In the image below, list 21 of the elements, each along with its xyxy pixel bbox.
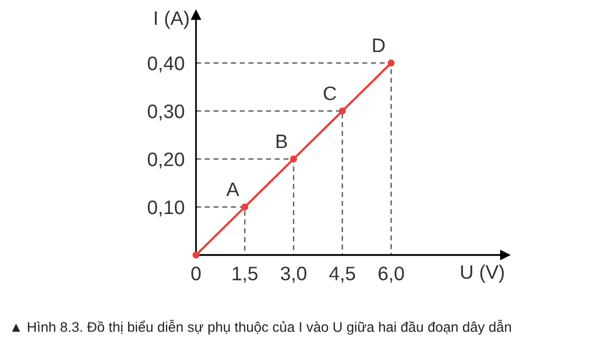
- point: [241, 204, 248, 210]
- x-tick-label: 0: [191, 266, 201, 280]
- y-tick-label: 0,30: [148, 104, 184, 121]
- point: [388, 60, 395, 66]
- x-tick-label: 3,0: [280, 266, 306, 283]
- y-tick-label: 0,20: [148, 152, 184, 169]
- point: [192, 252, 200, 258]
- x-tick-label: 1,5: [232, 266, 258, 283]
- annotation: B: [276, 134, 287, 148]
- y-axis-title: I (A): [154, 10, 189, 29]
- x-axis-title: U (V): [461, 264, 504, 283]
- point: [290, 156, 298, 162]
- y-tick-label: 0,40: [148, 56, 184, 73]
- x-tick-label: 4,5: [329, 266, 356, 283]
- x-tick-label: 6,0: [378, 266, 404, 283]
- annotation: A: [226, 182, 240, 196]
- annotation: D: [373, 38, 385, 52]
- annotation: C: [324, 86, 336, 100]
- point: [338, 108, 346, 114]
- y-tick-label: 0,10: [148, 200, 184, 217]
- text: ▲ Hình 8.3. Đồ thị biểu diễn sự phụ thuộc của I vào U giữa hai đầu đoạn dây dẫn: [12, 320, 511, 335]
